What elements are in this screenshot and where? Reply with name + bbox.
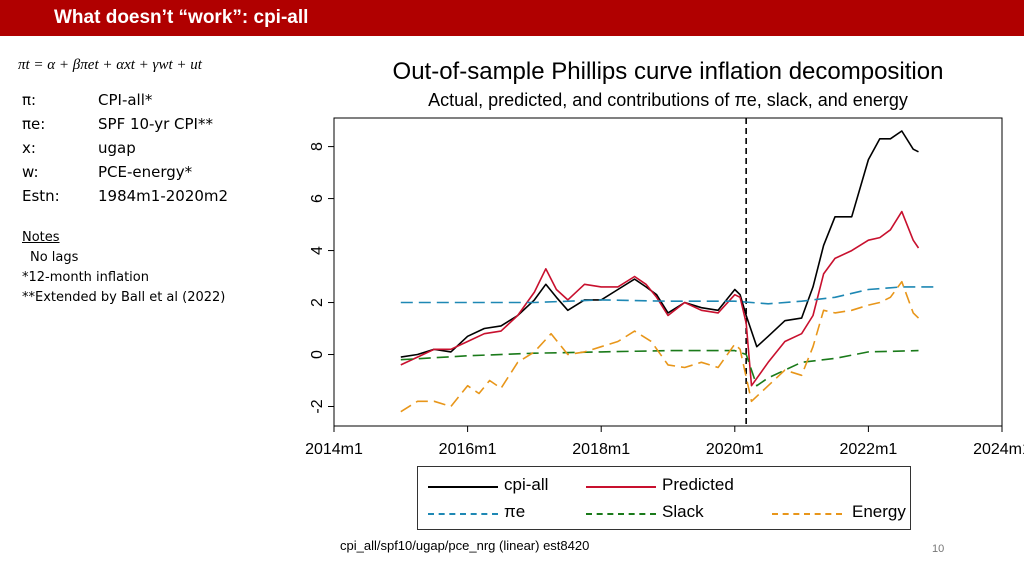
legend-label: Slack — [662, 502, 704, 521]
page-number: 10 — [932, 543, 945, 555]
x-tick-label: 2018m1 — [572, 441, 630, 458]
y-tick-label: 2 — [309, 298, 326, 307]
y-tick-label: 0 — [309, 350, 326, 359]
note-line: No lags — [30, 250, 79, 265]
legend-label: πe — [504, 502, 526, 521]
plot-frame — [333, 117, 1003, 427]
header-bar: What doesn’t “work”: cpi-all — [0, 0, 1024, 36]
def-value: PCE-energy* — [98, 163, 193, 181]
def-value: SPF 10-yr CPI** — [98, 115, 213, 133]
y-tick-label: 8 — [309, 142, 326, 151]
def-key: πe: — [22, 115, 46, 133]
x-tick-label: 2022m1 — [839, 441, 897, 458]
slide-title: What doesn’t “work”: cpi-all — [54, 7, 309, 28]
def-key: π: — [22, 91, 37, 109]
legend-swatch — [586, 513, 656, 515]
series-line-e — [400, 286, 936, 305]
legend-swatch — [772, 513, 842, 515]
footer-note: cpi_all/spf10/ugap/pce_nrg (linear) est8… — [340, 538, 590, 553]
x-tick-label: 2016m1 — [439, 441, 497, 458]
def-value: CPI-all* — [98, 91, 153, 109]
notes-title: Notes — [22, 230, 60, 245]
notes: Notes No lags *12-month inflation **Exte… — [22, 228, 225, 308]
legend-swatch — [428, 486, 498, 488]
note-line: *12-month inflation — [22, 270, 149, 285]
chart-legend: cpi-all Predicted πe Slack Energy — [417, 466, 911, 530]
def-value: 1984m1-2020m2 — [98, 187, 229, 205]
x-tick-label: 2020m1 — [706, 441, 764, 458]
y-tick-label: -2 — [309, 399, 326, 413]
def-key: x: — [22, 139, 36, 157]
equation: πt = α + βπet + αxt + γwt + ut — [18, 57, 202, 74]
def-row: π: CPI-all* — [22, 88, 228, 112]
legend-swatch — [428, 513, 498, 515]
note-line: **Extended by Ball et al (2022) — [22, 290, 226, 305]
series-line-slack — [400, 349, 919, 387]
variable-definitions: π: CPI-all* πe: SPF 10-yr CPI** x: ugap w: P… — [22, 88, 228, 208]
def-row: Estn: 1984m1-2020m2 — [22, 184, 228, 208]
legend-label: Predicted — [662, 475, 734, 494]
def-key: w: — [22, 163, 39, 181]
y-tick-label: 4 — [309, 246, 326, 255]
def-row: w: PCE-energy* — [22, 160, 228, 184]
x-tick-label: 2024m1 — [973, 441, 1024, 458]
chart-subtitle: Actual, predicted, and contributions of … — [428, 90, 908, 110]
def-row: πe: SPF 10-yr CPI** — [22, 112, 228, 136]
series-line-cpiall — [400, 130, 919, 358]
equation-text: πt = α + βπet + αxt + γwt + ut — [18, 57, 202, 73]
legend-swatch — [586, 486, 656, 488]
series-line-energy — [400, 280, 920, 413]
y-tick-label: 6 — [309, 194, 326, 203]
legend-label: Energy — [852, 502, 906, 521]
x-tick-label: 2014m1 — [305, 441, 363, 458]
def-value: ugap — [98, 139, 136, 157]
series-line-predicted — [400, 210, 920, 387]
legend-label: cpi-all — [504, 475, 549, 494]
def-key: Estn: — [22, 187, 60, 205]
def-row: x: ugap — [22, 136, 228, 160]
chart-title: Out-of-sample Phillips curve inflation d… — [392, 58, 944, 85]
